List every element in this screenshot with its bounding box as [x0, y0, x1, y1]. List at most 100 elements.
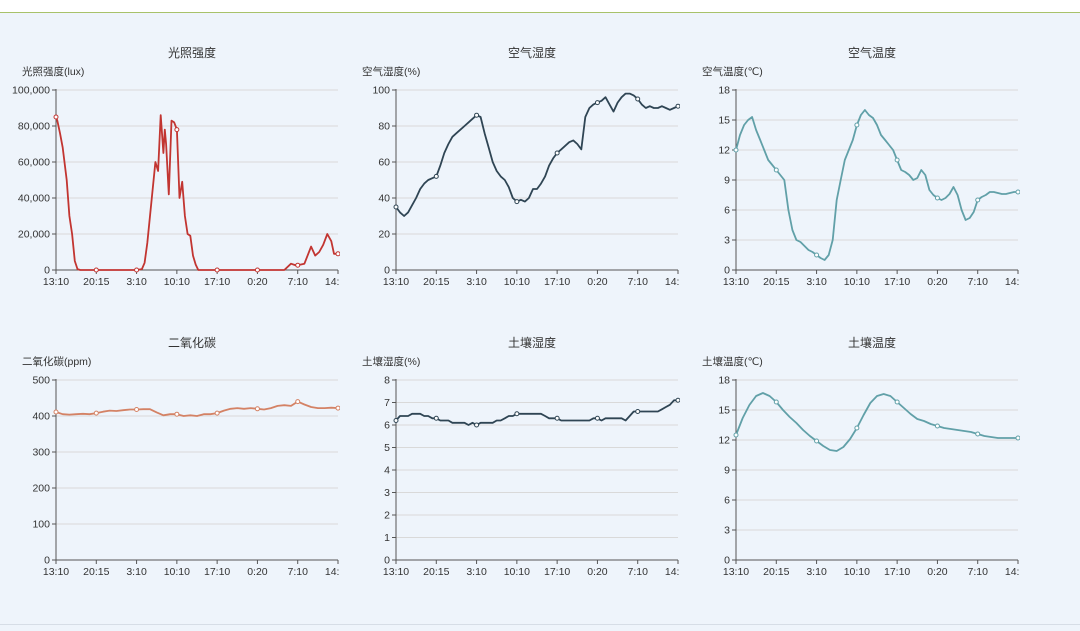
data-point[interactable] [975, 197, 981, 203]
chart-title: 土壤湿度 [508, 335, 556, 350]
data-point[interactable] [814, 438, 820, 444]
data-point[interactable] [1015, 189, 1020, 195]
y-tick-label: 15 [718, 115, 730, 127]
data-point[interactable] [635, 96, 641, 102]
bottom-divider [0, 624, 1080, 625]
data-point[interactable] [214, 410, 220, 416]
x-tick-label: 17:10 [544, 566, 570, 578]
y-tick-label: 2 [384, 510, 390, 522]
data-point[interactable] [814, 252, 820, 258]
y-tick-label: 0 [44, 265, 50, 277]
data-point[interactable] [594, 415, 600, 421]
data-point[interactable] [134, 267, 140, 273]
data-point[interactable] [174, 127, 180, 133]
y-tick-label: 4 [384, 465, 390, 477]
data-point[interactable] [733, 432, 739, 438]
data-point[interactable] [635, 409, 641, 414]
data-point[interactable] [134, 407, 140, 413]
x-tick-label: 20:15 [763, 276, 789, 288]
data-point[interactable] [934, 423, 940, 429]
y-tick-label: 0 [724, 265, 730, 277]
x-tick-label: 7:10 [967, 566, 988, 578]
y-tick-label: 20,000 [18, 229, 50, 241]
chart-soil-humidity: 土壤湿度 土壤湿度(%) 0 1 2 3 4 5 6 7 8 13:10 20:15 3:10 10:10 1… [340, 328, 680, 598]
x-tick-label: 13:10 [43, 276, 69, 288]
x-tick-label: 3:10 [466, 566, 487, 578]
top-divider [0, 0, 1080, 13]
y-tick-label: 100 [32, 519, 50, 531]
chart-soil-temperature: 土壤温度 土壤温度(℃) 0 3 6 9 12 15 18 13:10 20:15 3:10 10:10… [680, 328, 1020, 598]
data-point[interactable] [254, 406, 260, 412]
data-point[interactable] [733, 147, 739, 153]
x-tick-label: 14:10 [1005, 566, 1020, 578]
data-point[interactable] [514, 199, 520, 205]
y-tick-label: 12 [718, 145, 730, 157]
chart-co2: 二氧化碳 二氧化碳(ppm) 0 100 200 300 400 500 13:10 20:15 3… [0, 328, 340, 598]
chart-title: 二氧化碳 [168, 336, 216, 350]
data-point[interactable] [174, 411, 180, 417]
data-point[interactable] [295, 399, 301, 405]
y-tick-label: 6 [724, 205, 730, 217]
x-tick-label: 13:10 [383, 276, 409, 288]
chart-air-temperature: 空气温度 空气温度(℃) 0 3 6 9 12 15 18 13:10 20:15 3:10 10:10… [680, 38, 1020, 308]
data-point[interactable] [93, 267, 99, 273]
y-axis-label: 空气湿度(%) [362, 65, 420, 78]
data-point[interactable] [53, 114, 59, 120]
data-point[interactable] [474, 112, 480, 118]
x-tick-label: 0:20 [247, 276, 268, 288]
data-point[interactable] [433, 415, 439, 421]
data-point[interactable] [214, 267, 220, 273]
data-point[interactable] [975, 431, 981, 437]
data-point[interactable] [554, 415, 560, 421]
y-axis-label: 光照强度(lux) [22, 65, 84, 78]
y-tick-label: 0 [44, 555, 50, 567]
x-tick-label: 7:10 [627, 276, 648, 288]
data-point[interactable] [335, 251, 340, 257]
data-point[interactable] [894, 399, 900, 405]
y-tick-label: 80,000 [18, 121, 50, 133]
x-tick-label: 14:10 [1005, 276, 1020, 288]
data-point[interactable] [675, 397, 680, 403]
x-tick-label: 7:10 [967, 276, 988, 288]
y-tick-label: 0 [724, 555, 730, 567]
y-tick-label: 20 [378, 229, 390, 241]
data-point[interactable] [554, 150, 560, 156]
data-point[interactable] [594, 100, 600, 106]
data-point[interactable] [295, 262, 301, 268]
series-line [735, 109, 1019, 261]
y-tick-label: 40,000 [18, 193, 50, 205]
data-point[interactable] [93, 410, 99, 416]
data-point[interactable] [773, 167, 779, 173]
data-point[interactable] [934, 195, 940, 201]
x-tick-label: 13:10 [723, 276, 749, 288]
data-point[interactable] [254, 267, 260, 273]
data-point[interactable] [675, 103, 680, 109]
data-point[interactable] [854, 122, 860, 128]
data-point[interactable] [1015, 435, 1020, 441]
data-point[interactable] [393, 418, 399, 423]
data-point[interactable] [53, 409, 59, 415]
x-tick-label: 20:15 [423, 276, 449, 288]
y-axis-label: 二氧化碳(ppm) [22, 355, 91, 368]
x-tick-label: 20:15 [423, 566, 449, 578]
data-point[interactable] [393, 204, 399, 210]
chart-air-humidity: 空气湿度 空气湿度(%) 0 20 40 60 80 100 13:10 20:15 3:10 10:… [340, 38, 680, 308]
data-point[interactable] [474, 422, 480, 428]
x-tick-label: 17:10 [544, 276, 570, 288]
data-point[interactable] [894, 157, 900, 163]
y-tick-label: 6 [384, 420, 390, 432]
x-tick-label: 3:10 [806, 276, 827, 288]
x-tick-label: 17:10 [884, 276, 910, 288]
data-point[interactable] [773, 399, 779, 405]
data-point[interactable] [514, 411, 520, 417]
x-tick-label: 10:10 [504, 276, 530, 288]
data-point[interactable] [335, 405, 340, 411]
x-tick-label: 14:10 [325, 566, 340, 578]
data-point[interactable] [854, 425, 860, 431]
y-tick-label: 9 [724, 175, 730, 187]
data-point[interactable] [433, 173, 439, 179]
